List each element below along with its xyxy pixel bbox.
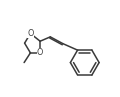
Text: O: O [27, 29, 34, 38]
Text: O: O [37, 48, 43, 57]
